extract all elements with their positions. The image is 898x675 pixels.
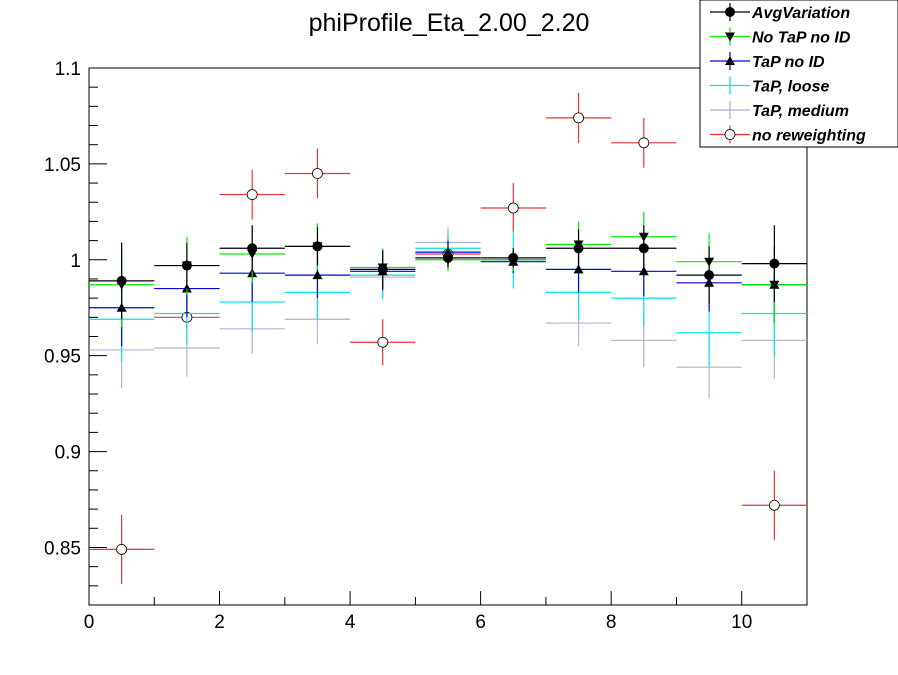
legend-label: TaP no ID — [752, 54, 825, 71]
data-point — [508, 252, 519, 263]
legend-label: TaP, loose — [752, 79, 829, 96]
data-point — [638, 137, 650, 149]
x-tick-label: 8 — [606, 612, 617, 633]
data-point — [312, 270, 323, 280]
data-point — [573, 243, 584, 254]
chart-title: phiProfile_Eta_2.00_2.20 — [309, 9, 590, 37]
legend-label: no reweighting — [752, 128, 866, 145]
data-point — [704, 270, 715, 281]
data-point — [507, 202, 519, 214]
data-point — [377, 336, 389, 348]
y-tick-label: 1.05 — [44, 155, 81, 176]
legend-entry: TaP, medium — [710, 101, 849, 120]
y-tick-label: 0.85 — [44, 538, 81, 559]
x-tick-label: 10 — [731, 612, 752, 633]
legend-entry: AvgVariation — [710, 3, 850, 22]
data-point — [443, 252, 453, 263]
x-tick-label: 0 — [84, 612, 95, 633]
y-tick-label: 0.95 — [44, 347, 81, 368]
x-tick-label: 4 — [345, 612, 356, 633]
data-point — [724, 129, 736, 140]
data-point — [312, 241, 323, 252]
data-point — [725, 7, 735, 17]
axes: 0 2 4 6 8 10 0.85 0.9 0.95 1 1.05 1.1 — [44, 59, 808, 633]
x-tick-label: 2 — [214, 612, 225, 633]
data-point — [377, 264, 388, 275]
data-point — [246, 189, 258, 200]
legend-label: No TaP no ID — [752, 30, 851, 47]
y-tick-label: 1.1 — [55, 59, 81, 80]
legend-entry: TaP no ID — [710, 52, 825, 71]
legend-box — [699, 0, 898, 148]
legend-entry: TaP, loose — [710, 76, 829, 96]
data-point — [116, 543, 128, 555]
data-point — [768, 499, 780, 511]
legend-label: AvgVariation — [751, 5, 850, 22]
data-point — [116, 275, 127, 286]
data-point — [725, 32, 735, 42]
data-point — [573, 264, 584, 274]
series-layer — [89, 92, 807, 584]
data-point — [312, 168, 323, 179]
legend-entry: No TaP no ID — [710, 27, 851, 47]
data-point — [638, 243, 649, 254]
data-point — [725, 56, 735, 65]
legend-entry: no reweighting — [710, 125, 866, 145]
x-tick-label: 6 — [475, 612, 486, 633]
y-tick-label: 1 — [70, 251, 81, 272]
data-point — [181, 260, 192, 271]
series-avgvariation — [89, 225, 807, 320]
data-point — [247, 243, 258, 254]
y-tick-label: 0.9 — [55, 443, 81, 464]
legend-label: TaP, medium — [752, 103, 849, 120]
legend: AvgVariation No TaP no ID TaP no ID TaP, lo… — [699, 0, 898, 148]
data-point — [769, 258, 780, 269]
data-point — [573, 112, 584, 124]
